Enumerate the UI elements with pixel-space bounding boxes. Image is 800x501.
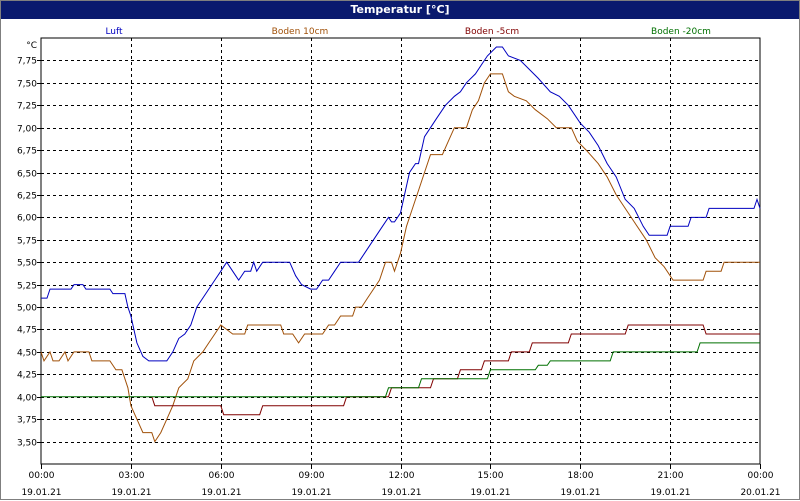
y-tick-label: 7,25 (17, 102, 37, 112)
y-tick-label: 3,50 (17, 439, 37, 449)
series-line (41, 342, 760, 398)
legend-entry: Boden 10cm (272, 27, 329, 37)
x-tick-label-time: 03:00 (119, 471, 145, 481)
y-tick-label: 6,25 (17, 192, 37, 202)
x-tick-label-date: 19.01.21 (111, 488, 151, 498)
chart-title: Temperatur [°C] (1, 1, 799, 19)
x-tick-label-date: 19.01.21 (650, 488, 690, 498)
y-tick-label: 7,75 (17, 57, 37, 67)
y-tick-label: 4,75 (17, 326, 37, 336)
x-tick-label-date: 19.01.21 (560, 488, 600, 498)
plot-area (40, 37, 761, 465)
y-tick-label: 7,50 (17, 80, 37, 90)
x-tick-label-time: 18:00 (568, 471, 594, 481)
series-line (41, 46, 761, 362)
y-tick-label: 6,50 (17, 170, 37, 180)
x-tick-label-date: 19.01.21 (470, 488, 510, 498)
series-line (151, 324, 760, 416)
x-tick-label-time: 00:00 (748, 471, 774, 481)
x-tick-label-time: 12:00 (389, 471, 415, 481)
series-line (40, 73, 760, 443)
y-tick-label: 5,25 (17, 282, 37, 292)
x-tick-label-date: 20.01.21 (740, 488, 780, 498)
y-tick-label: 6,75 (17, 147, 37, 157)
x-tick-label-date: 19.01.21 (201, 488, 241, 498)
x-tick-label-date: 19.01.21 (291, 488, 331, 498)
y-tick-label: 6,00 (17, 214, 37, 224)
y-tick-label: 5,50 (17, 259, 37, 269)
legend-entry: Boden -20cm (651, 27, 711, 37)
y-axis-unit: °C (26, 41, 37, 51)
x-tick-label-time: 21:00 (658, 471, 684, 481)
y-tick-label: 7,00 (17, 125, 37, 135)
legend-entry: Luft (105, 27, 123, 37)
y-tick-label: 3,75 (17, 416, 37, 426)
x-tick-label-time: 15:00 (478, 471, 504, 481)
x-tick-label-date: 19.01.21 (21, 488, 61, 498)
y-tick-label: 4,00 (17, 394, 37, 404)
x-tick-label-time: 09:00 (299, 471, 325, 481)
x-tick-label-time: 00:00 (29, 471, 55, 481)
y-tick-label: 4,50 (17, 349, 37, 359)
y-tick-label: 5,00 (17, 304, 37, 314)
y-tick-label: 4,25 (17, 371, 37, 381)
x-tick-label-date: 19.01.21 (381, 488, 421, 498)
legend-entry: Boden -5cm (465, 27, 519, 37)
y-tick-label: 5,75 (17, 237, 37, 247)
x-tick-label-time: 06:00 (209, 471, 235, 481)
